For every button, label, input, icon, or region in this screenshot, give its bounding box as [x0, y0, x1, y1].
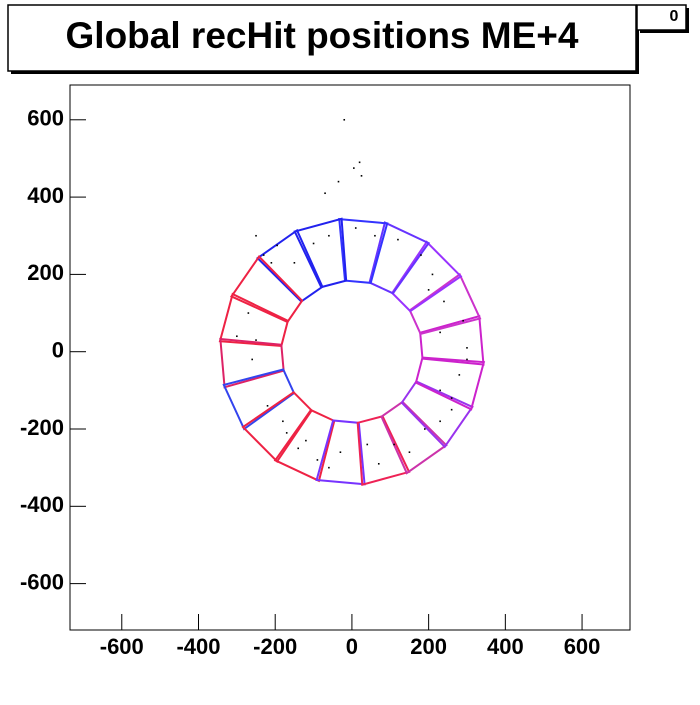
- rechit-point: [266, 405, 269, 407]
- rechit-point: [397, 238, 399, 241]
- rechit-point: [431, 273, 434, 276]
- rechit-point: [439, 331, 441, 334]
- x-tick-label: -600: [100, 634, 144, 659]
- rechit-point: [466, 358, 468, 361]
- chart-title: Global recHit positions ME+4: [66, 15, 579, 56]
- stats-text: 0: [670, 8, 679, 25]
- x-tick-label: 0: [346, 634, 358, 659]
- rechit-point: [353, 167, 355, 169]
- rechit-point: [443, 300, 445, 303]
- rechit-point: [255, 339, 257, 341]
- x-tick-label: -400: [176, 634, 220, 659]
- rechit-point: [337, 180, 340, 183]
- rechit-point: [427, 289, 430, 291]
- rechit-point: [420, 254, 422, 256]
- x-tick-label: 600: [564, 634, 601, 659]
- rechit-point: [316, 459, 319, 461]
- rechit-point: [236, 335, 238, 338]
- stats-box: [636, 4, 687, 31]
- y-tick-label: 0: [52, 338, 64, 363]
- rechit-point: [366, 443, 369, 446]
- rechit-point: [358, 161, 361, 164]
- y-tick-label: 400: [27, 183, 64, 208]
- rechit-point: [462, 319, 464, 322]
- y-tick-label: 600: [27, 106, 64, 131]
- rechit-point: [282, 420, 284, 423]
- rechit-point: [360, 175, 363, 177]
- rechit-point: [297, 447, 300, 450]
- rechit-point: [324, 192, 326, 195]
- y-tick-label: -200: [20, 415, 64, 440]
- rechit-point: [328, 234, 330, 237]
- y-tick-label: -600: [20, 569, 64, 594]
- rechit-point: [293, 262, 296, 264]
- rechit-point: [458, 374, 461, 376]
- rechit-point: [255, 234, 257, 237]
- x-tick-label: 400: [487, 634, 524, 659]
- rechit-point: [354, 227, 357, 229]
- rechit-point: [450, 408, 453, 411]
- rechit-point: [312, 242, 315, 245]
- plot-frame: [69, 84, 631, 631]
- rechit-point: [439, 389, 441, 392]
- rechit-point: [262, 254, 265, 256]
- rechit-point: [423, 428, 426, 430]
- rechit-point: [270, 262, 273, 264]
- rechit-point: [328, 466, 330, 469]
- rechit-point: [393, 443, 395, 446]
- rechit-point: [247, 312, 250, 314]
- rechit-point: [408, 451, 411, 453]
- rechit-point: [339, 451, 342, 453]
- x-tick-label: 200: [410, 634, 447, 659]
- rechit-point: [251, 358, 253, 361]
- rechit-point: [374, 234, 376, 237]
- title-box: [7, 4, 637, 72]
- rechit-point: [276, 244, 278, 247]
- rechit-point: [466, 347, 468, 349]
- rechit-point: [305, 439, 307, 442]
- rechit-point: [285, 432, 288, 434]
- rechit-point: [439, 420, 441, 423]
- rechit-point: [343, 118, 346, 121]
- rechit-point: [450, 397, 453, 399]
- y-tick-label: 200: [27, 260, 64, 285]
- rechit-point: [377, 462, 380, 465]
- chamber-outline: [414, 356, 486, 411]
- y-tick-label: -400: [20, 492, 64, 517]
- x-tick-label: -200: [253, 634, 297, 659]
